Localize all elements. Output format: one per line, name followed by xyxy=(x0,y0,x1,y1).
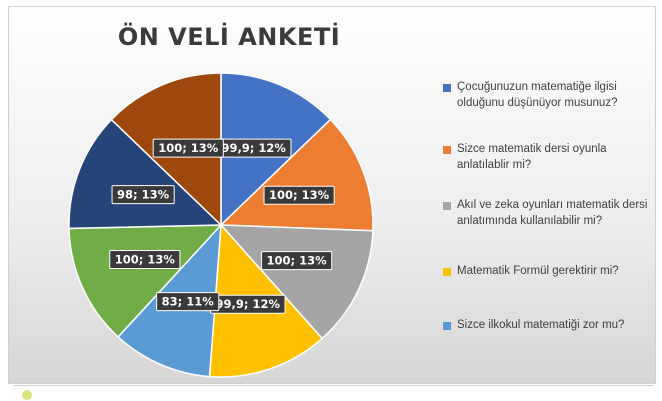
bottom-strip xyxy=(14,385,654,401)
chart-area: ÖN VELİ ANKETİ 99,9; 12% 100; 13% 100; 13%… xyxy=(8,6,656,384)
data-label-5: 83; 11% xyxy=(156,292,220,312)
svg-text:100; 13%: 100; 13% xyxy=(269,188,330,202)
svg-text:100; 13%: 100; 13% xyxy=(267,254,328,268)
legend-swatch xyxy=(443,202,451,210)
legend-label: Sizce matematik dersi oyunla anlatılabli… xyxy=(457,143,607,171)
svg-text:99,9; 12%: 99,9; 12% xyxy=(221,141,286,155)
legend-label: Matematik Formül gerektirir mi? xyxy=(457,265,619,277)
svg-text:100; 13%: 100; 13% xyxy=(158,141,219,155)
data-label-6: 100; 13% xyxy=(109,249,181,269)
legend-swatch xyxy=(443,322,451,330)
legend-item-1: Çocuğunuzun matematiğe ilgisi olduğunu d… xyxy=(443,79,655,111)
svg-text:83; 11%: 83; 11% xyxy=(162,295,215,309)
legend-label: Sizce ilkokul matematiği zor mu? xyxy=(457,319,625,331)
legend-item-5: Sizce ilkokul matematiği zor mu? xyxy=(443,317,624,333)
legend-item-4: Matematik Formül gerektirir mi? xyxy=(443,263,619,279)
pie-slice-6 xyxy=(68,224,223,338)
data-label-8: 100; 13% xyxy=(152,138,224,158)
svg-text:98; 13%: 98; 13% xyxy=(117,188,170,202)
svg-text:99,9; 12%: 99,9; 12% xyxy=(216,297,281,311)
legend-item-2: Sizce matematik dersi oyunla anlatılabli… xyxy=(443,141,655,173)
data-label-7: 98; 13% xyxy=(111,185,175,205)
legend-swatch xyxy=(443,84,451,92)
legend-item-3: Akıl ve zeka oyunları matematik dersi an… xyxy=(443,197,655,229)
circle-icon xyxy=(22,390,32,400)
data-label-1: 99,9; 12% xyxy=(215,138,292,158)
pie-slice-7 xyxy=(68,118,223,230)
data-label-3: 100; 13% xyxy=(261,251,333,271)
svg-text:100; 13%: 100; 13% xyxy=(115,252,176,266)
data-label-4: 99,9; 12% xyxy=(210,294,286,314)
pie-slice-2 xyxy=(219,118,374,232)
data-label-2: 100; 13% xyxy=(263,185,335,205)
legend-swatch xyxy=(443,268,451,276)
chart-title: ÖN VELİ ANKETİ xyxy=(117,23,341,51)
pie-chart: 99,9; 12%100; 13%100; 13%99,9; 12%83; 11… xyxy=(68,72,374,378)
legend-swatch xyxy=(443,146,451,154)
pie-slice-3 xyxy=(219,224,374,340)
legend-label: Çocuğunuzun matematiğe ilgisi olduğunu d… xyxy=(457,81,618,109)
legend-label: Akıl ve zeka oyunları matematik dersi an… xyxy=(457,199,648,227)
